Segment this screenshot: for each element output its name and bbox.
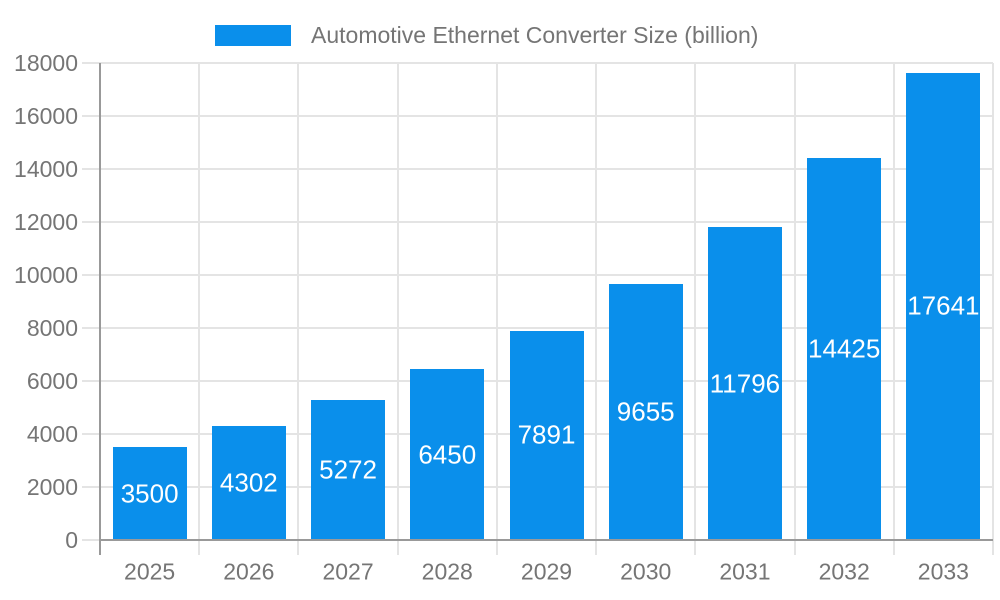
bar[interactable]: [509, 330, 584, 540]
v-gridline: [992, 63, 994, 555]
h-gridline: [82, 168, 993, 170]
legend-item[interactable]: Automotive Ethernet Converter Size (bill…: [215, 22, 758, 49]
bar[interactable]: [906, 72, 981, 540]
x-axis-tick-label: 2028: [421, 558, 473, 585]
bar-value-label: 11796: [709, 368, 781, 399]
x-axis-line: [100, 539, 993, 541]
v-gridline: [793, 63, 796, 555]
bar[interactable]: [211, 425, 286, 540]
y-axis-tick-label: 16000: [14, 103, 78, 129]
h-gridline: [82, 115, 993, 117]
x-axis-tick-label: 2030: [620, 558, 672, 585]
bar[interactable]: [311, 400, 386, 540]
legend-label: Automotive Ethernet Converter Size (bill…: [311, 22, 759, 48]
v-gridline: [892, 63, 895, 555]
v-gridline: [297, 63, 300, 555]
v-gridline: [694, 63, 697, 555]
bar-value-label: 6450: [418, 439, 477, 470]
h-gridline: [82, 221, 993, 223]
y-axis-tick-label: 14000: [14, 156, 78, 182]
bar-value-label: 14425: [808, 333, 881, 364]
x-axis-tick-label: 2025: [124, 558, 176, 585]
x-axis-tick-label: 2026: [223, 558, 275, 585]
bar-value-label: 3500: [120, 478, 179, 509]
x-axis-tick-label: 2027: [322, 558, 374, 585]
v-gridline: [595, 63, 598, 555]
y-axis-tick-label: 0: [65, 527, 78, 553]
bar[interactable]: [807, 157, 882, 540]
bar-value-label: 7891: [517, 419, 576, 450]
bar[interactable]: [410, 369, 485, 540]
bar[interactable]: [112, 447, 187, 540]
y-axis-tick-label: 4000: [26, 421, 78, 447]
bar-value-label: 5272: [319, 454, 377, 485]
y-axis-tick-label: 12000: [14, 209, 78, 235]
h-gridline: [82, 62, 993, 64]
bar-value-label: 9655: [616, 396, 675, 427]
v-gridline: [495, 63, 498, 555]
bar-value-label: 4302: [219, 467, 278, 498]
v-gridline: [198, 63, 201, 555]
y-axis-tick-label: 2000: [26, 474, 78, 500]
y-axis-line: [99, 63, 101, 555]
legend-swatch: [215, 25, 291, 46]
y-axis-tick-label: 8000: [26, 315, 78, 341]
h-gridline: [82, 274, 993, 276]
x-axis-tick-label: 2031: [719, 558, 771, 585]
bar[interactable]: [707, 227, 782, 540]
y-axis-tick-label: 18000: [14, 50, 78, 76]
h-gridline: [82, 327, 993, 329]
x-axis-tick-label: 2033: [917, 558, 969, 585]
bar[interactable]: [608, 284, 683, 540]
x-axis-tick-label: 2032: [818, 558, 870, 585]
legend: Automotive Ethernet Converter Size (bill…: [215, 22, 758, 49]
y-axis-tick-label: 10000: [14, 262, 78, 288]
bar-value-label: 17641: [907, 290, 980, 321]
v-gridline: [396, 63, 399, 555]
x-axis-tick-label: 2029: [520, 558, 573, 585]
y-axis-tick-label: 6000: [26, 368, 78, 394]
